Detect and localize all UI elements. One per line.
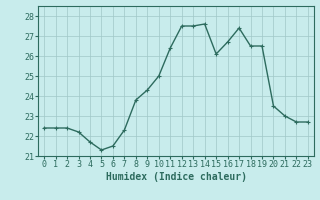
X-axis label: Humidex (Indice chaleur): Humidex (Indice chaleur)	[106, 172, 246, 182]
